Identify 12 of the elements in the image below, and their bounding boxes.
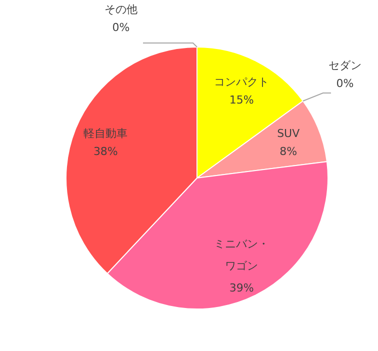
slice-label: ミニバン・ワゴン xyxy=(214,238,270,273)
data-label: 8% xyxy=(280,144,298,158)
text: 0% xyxy=(112,21,130,34)
slice-label: SUV xyxy=(277,126,300,140)
category-label: セダン xyxy=(328,59,362,72)
text: 0% xyxy=(336,77,354,90)
slice-label: コンパクト xyxy=(214,75,270,88)
category-label: その他 xyxy=(104,3,138,16)
data-label: 15% xyxy=(229,93,254,106)
data-label: 38% xyxy=(93,144,118,158)
data-label: 39% xyxy=(229,282,254,295)
slice-label: 軽自動車 xyxy=(84,126,128,140)
